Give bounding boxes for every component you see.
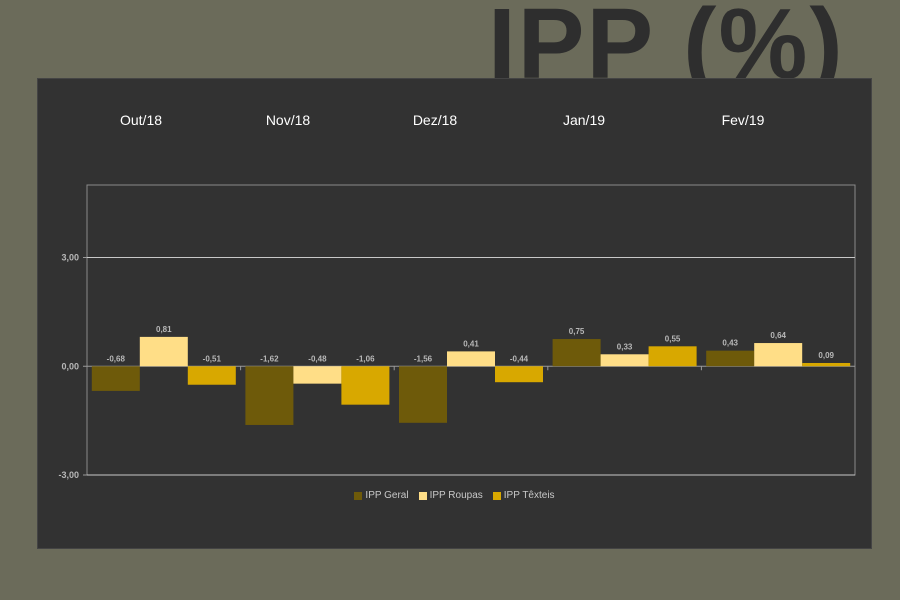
data-label: 0,43	[722, 339, 738, 348]
month-label-fev19: Fev/19	[721, 112, 765, 128]
month-label-dez18: Dez/18	[412, 112, 458, 128]
bar	[552, 339, 601, 367]
bar	[293, 366, 342, 384]
data-label: 0,09	[818, 351, 834, 360]
legend-swatch-ipp-geral	[354, 491, 363, 500]
legend-swatch-ipp-roupas	[418, 491, 427, 500]
bar	[600, 354, 649, 367]
data-label: -1,56	[414, 354, 433, 363]
y-tick-label: -3,00	[58, 470, 79, 480]
bar	[341, 366, 390, 405]
data-label: 0,55	[665, 334, 681, 343]
data-label: -0,51	[203, 354, 222, 363]
month-label-nov18: Nov/18	[265, 112, 311, 128]
data-label: 0,75	[569, 327, 585, 336]
legend-label-ipp-roupas: IPP Roupas	[429, 490, 483, 501]
bar	[495, 366, 543, 383]
data-label: -0,68	[107, 354, 126, 363]
data-label: -1,62	[260, 354, 279, 363]
y-tick-label: 0,00	[61, 361, 79, 371]
legend-label-ipp-geral: IPP Geral	[365, 490, 409, 501]
legend-item-ipp-texteis: IPP Têxteis	[492, 490, 555, 501]
bar	[91, 366, 140, 391]
bar	[447, 351, 495, 367]
bar	[648, 346, 697, 367]
bar	[187, 366, 236, 385]
data-label: -0,44	[510, 354, 529, 363]
y-tick-label: 3,00	[61, 253, 79, 263]
month-label-jan19: Jan/19	[562, 112, 606, 128]
bar	[399, 366, 447, 423]
chart-panel: Out/18 Nov/18 Dez/18 Jan/19 Fev/19 3,00 0…	[37, 78, 872, 549]
data-label: 0,81	[156, 325, 172, 334]
legend-item-ipp-roupas: IPP Roupas	[418, 490, 483, 501]
bar-chart: 3,00 0,00 -3,00 -0,68 0,81 -0,51 -1,62 -0,48 -1,…	[58, 184, 856, 480]
legend-swatch-ipp-texteis	[492, 491, 501, 500]
chart-legend: IPP Geral IPP Roupas IPP Têxteis	[38, 490, 871, 501]
data-label: 0,41	[463, 339, 479, 348]
data-label: -1,06	[356, 354, 375, 363]
bar	[245, 366, 294, 425]
legend-item-ipp-geral: IPP Geral	[354, 490, 409, 501]
data-label: 0,64	[770, 331, 786, 340]
bar	[706, 350, 755, 367]
plot-frame	[86, 184, 856, 476]
bar	[139, 336, 188, 367]
data-label: -0,48	[308, 354, 327, 363]
bar	[802, 362, 851, 367]
bar	[754, 343, 803, 367]
data-label: 0,33	[617, 342, 633, 351]
legend-label-ipp-texteis: IPP Têxteis	[503, 490, 555, 501]
month-label-out18: Out/18	[119, 112, 163, 128]
